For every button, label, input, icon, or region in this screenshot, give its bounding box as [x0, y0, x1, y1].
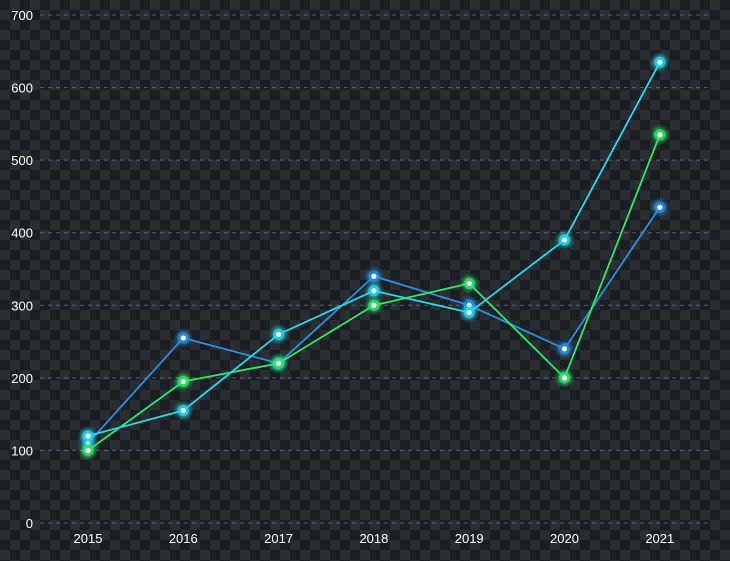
- data-point-core: [561, 375, 568, 381]
- y-tick-label: 300: [11, 298, 33, 313]
- data-point-core: [85, 447, 91, 454]
- data-point-core: [180, 378, 186, 385]
- data-point-core: [657, 59, 663, 65]
- data-point-core: [85, 440, 91, 446]
- data-point-core: [276, 331, 282, 337]
- data-point-core: [561, 346, 568, 352]
- y-tick-label: 400: [11, 226, 33, 241]
- series-1: [82, 201, 666, 449]
- data-point[interactable]: [559, 234, 570, 246]
- data-point[interactable]: [273, 357, 285, 369]
- x-tick-label: 2020: [550, 531, 579, 546]
- data-point[interactable]: [82, 430, 94, 442]
- series-layer: [82, 56, 666, 456]
- data-point[interactable]: [368, 270, 380, 282]
- data-point[interactable]: [368, 299, 380, 311]
- data-point-core: [466, 280, 472, 287]
- data-point-core: [371, 302, 377, 308]
- data-point-core: [371, 273, 377, 279]
- data-point[interactable]: [177, 332, 189, 344]
- data-point[interactable]: [559, 343, 570, 355]
- y-tick-label: 600: [11, 81, 33, 96]
- data-point[interactable]: [177, 405, 189, 417]
- data-point-core: [466, 309, 472, 316]
- data-point[interactable]: [559, 372, 570, 384]
- data-point[interactable]: [82, 444, 94, 456]
- data-point-core: [371, 288, 377, 294]
- x-tick-label: 2019: [455, 531, 484, 546]
- data-point-core: [657, 204, 663, 210]
- data-point-core: [85, 433, 91, 439]
- data-point[interactable]: [654, 201, 666, 213]
- data-point-core: [657, 132, 663, 138]
- data-point[interactable]: [463, 278, 475, 290]
- x-tick-label: 2018: [359, 531, 388, 546]
- y-tick-label: 100: [11, 443, 33, 458]
- data-point[interactable]: [463, 307, 475, 319]
- data-point-core: [180, 335, 186, 341]
- x-tick-label: 2021: [645, 531, 674, 546]
- data-point[interactable]: [177, 375, 189, 387]
- y-tick-label: 0: [26, 516, 33, 531]
- y-tick-label: 500: [11, 153, 33, 168]
- series-line: [87, 61, 661, 437]
- data-point[interactable]: [368, 285, 380, 297]
- y-axis: 0 100 200 300 400 500 600 700: [11, 8, 33, 531]
- x-axis: 2015 2016 2017 2018 2019 2020 2021: [74, 531, 675, 546]
- data-point[interactable]: [654, 129, 666, 141]
- series-3: [82, 56, 666, 442]
- x-tick-label: 2016: [169, 531, 198, 546]
- x-tick-label: 2017: [264, 531, 293, 546]
- series-2: [82, 129, 666, 456]
- data-point[interactable]: [654, 56, 666, 68]
- x-tick-label: 2015: [74, 531, 103, 546]
- y-tick-label: 700: [11, 8, 33, 23]
- data-point-core: [466, 302, 472, 308]
- y-tick-label: 200: [11, 371, 33, 386]
- series-line: [87, 206, 661, 444]
- data-point[interactable]: [273, 328, 285, 340]
- data-point-core: [561, 237, 568, 243]
- data-point-core: [276, 360, 282, 366]
- data-point-core: [180, 407, 186, 414]
